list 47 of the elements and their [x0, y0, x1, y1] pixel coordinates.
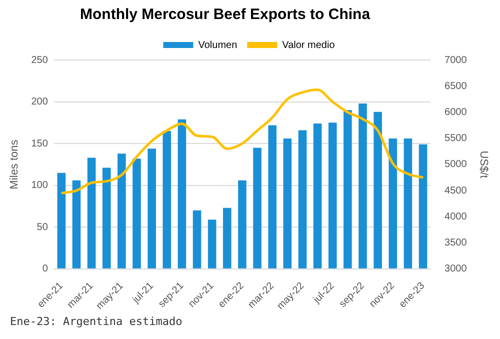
y-axis-title: Miles tons: [8, 139, 21, 190]
bar: [132, 158, 141, 268]
bar: [268, 125, 276, 268]
line-series: [60, 88, 424, 194]
y2-tick-label: 3000: [444, 264, 468, 275]
y-tick-label: 200: [31, 96, 48, 108]
bar: [223, 208, 232, 268]
y-tick-label: 50: [36, 222, 48, 233]
bar: [374, 112, 382, 268]
y-tick-label: 0: [42, 264, 48, 275]
bar: [148, 148, 156, 268]
bar: [253, 148, 262, 268]
y-tick-label: 150: [31, 138, 48, 150]
bar: [418, 144, 428, 268]
bar: [404, 138, 412, 268]
bar: [162, 131, 172, 268]
bar: [313, 124, 322, 268]
y2-tick-label: 3500: [444, 238, 468, 249]
y-tick-label: 100: [31, 180, 48, 192]
text: Ene-23: Argentina estimado: [9, 315, 184, 328]
bar: [298, 130, 307, 268]
bar: [388, 138, 398, 268]
legend-label: Volumen: [198, 40, 238, 51]
bar: [192, 210, 202, 268]
bar: [238, 180, 246, 268]
bar: [358, 103, 367, 268]
bar: [87, 158, 96, 268]
bar: [57, 172, 66, 268]
bar: [178, 119, 186, 268]
y2-tick-label: 4500: [444, 185, 468, 196]
bar: [118, 154, 126, 268]
bar: [72, 180, 81, 268]
y2-tick-label: 4000: [444, 211, 468, 222]
y2-tick-label: 5000: [444, 159, 468, 170]
y2-tick-label: 5500: [444, 133, 468, 144]
y2-tick-label: 6500: [444, 80, 468, 92]
legend-label: Valor medio: [282, 40, 336, 51]
y2-axis-title: US$/t: [477, 150, 490, 178]
y-tick-label: 250: [31, 54, 48, 66]
bar: [328, 122, 337, 268]
y2-tick-label: 7000: [444, 54, 468, 66]
y2-tick-label: 6000: [444, 106, 468, 118]
bar: [283, 138, 292, 268]
bar: [102, 168, 111, 268]
bar: [208, 220, 216, 268]
chart-title: Monthly Mercosur Beef Exports to China: [79, 5, 372, 25]
bar: [344, 110, 352, 268]
